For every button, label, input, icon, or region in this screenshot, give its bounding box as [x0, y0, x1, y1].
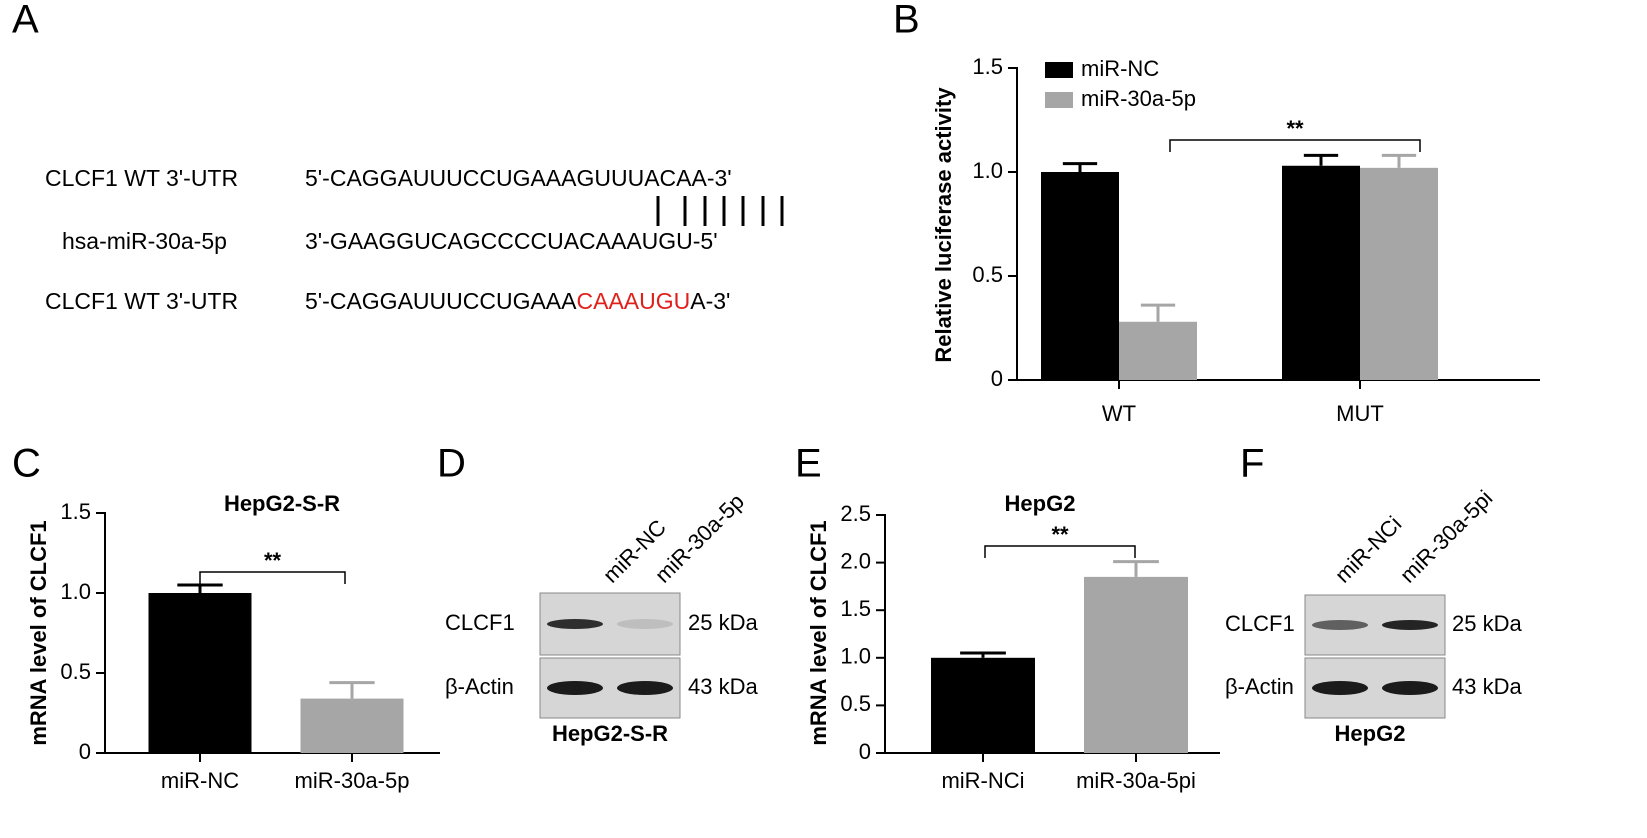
- blot-band: [1312, 620, 1368, 630]
- base-pairing: [656, 196, 784, 226]
- sequence-part: A-3': [690, 288, 730, 314]
- blot-caption: HepG2: [1335, 721, 1406, 746]
- legend-label: miR-30a-5p: [1081, 86, 1196, 111]
- significance-label: **: [1051, 522, 1069, 547]
- blot-band: [617, 681, 673, 695]
- panel-letter: F: [1240, 442, 1264, 486]
- y-tick-label: 0.5: [60, 659, 91, 684]
- panel-letter: A: [12, 0, 39, 42]
- y-axis-label: mRNA level of CLCF1: [806, 520, 831, 745]
- significance-bracket: [1169, 139, 1421, 152]
- seq-label: hsa-miR-30a-5p: [62, 228, 227, 254]
- lane-label: miR-30a-5pi: [1395, 485, 1497, 587]
- x-tick-label: miR-30a-5p: [295, 768, 410, 793]
- legend-swatch: [1045, 62, 1073, 78]
- sequence-part: 5'-CAGGAUUUCCUGAAA: [305, 288, 577, 314]
- blot-band: [1382, 620, 1438, 630]
- blot-band: [1312, 681, 1368, 695]
- bar: [1360, 167, 1438, 380]
- significance-bracket: [199, 571, 346, 584]
- y-tick-label: 0.5: [972, 262, 1003, 287]
- sequence: 3'-GAAGGUCAGCCCCUACAAAUGU-5': [305, 228, 718, 254]
- bar: [1282, 165, 1360, 380]
- y-tick-label: 1.5: [840, 596, 871, 621]
- protein-label: β-Actin: [1225, 674, 1294, 699]
- significance-label: **: [264, 548, 282, 573]
- y-tick-label: 0: [859, 739, 871, 764]
- y-axis-label: Relative luciferase activity: [931, 87, 956, 363]
- size-label: 25 kDa: [688, 610, 758, 635]
- sequence: 5'-CAGGAUUUCCUGAAACAAAUGUA-3': [305, 288, 730, 314]
- legend-swatch: [1045, 92, 1073, 108]
- y-tick-label: 1.0: [60, 579, 91, 604]
- x-tick-label: miR-30a-5pi: [1076, 768, 1196, 793]
- blot-band: [617, 619, 673, 629]
- sequence: 5'-CAGGAUUUCCUGAAAGUUUACAA-3': [305, 165, 732, 191]
- legend-label: miR-NC: [1081, 56, 1159, 81]
- y-tick-label: 2.5: [840, 501, 871, 526]
- mutated-site: CAAAUGU: [577, 288, 691, 314]
- chart-title: HepG2: [1005, 491, 1076, 516]
- chart-title: HepG2-S-R: [224, 491, 340, 516]
- y-tick-label: 0: [79, 739, 91, 764]
- y-tick-label: 1.5: [60, 499, 91, 524]
- seq-label: CLCF1 WT 3'-UTR: [45, 165, 238, 191]
- y-tick-label: 0: [991, 366, 1003, 391]
- y-tick-label: 1.5: [972, 54, 1003, 79]
- protein-label: β-Actin: [445, 674, 514, 699]
- panel-letter: D: [437, 442, 466, 486]
- bar: [300, 698, 404, 753]
- seq-label: CLCF1 WT 3'-UTR: [45, 288, 238, 314]
- protein-label: CLCF1: [1225, 611, 1295, 636]
- x-tick-label: MUT: [1336, 401, 1384, 426]
- x-tick-label: miR-NC: [161, 768, 239, 793]
- bar: [1119, 321, 1197, 380]
- significance-bracket: [984, 545, 1136, 558]
- bar: [1041, 172, 1119, 380]
- y-tick-label: 1.0: [972, 158, 1003, 183]
- size-label: 43 kDa: [688, 674, 758, 699]
- significance-label: **: [1286, 116, 1304, 141]
- y-tick-label: 1.0: [840, 644, 871, 669]
- x-tick-label: miR-NCi: [941, 768, 1024, 793]
- lane-label: miR-NCi: [1330, 511, 1406, 587]
- blot-band: [547, 681, 603, 695]
- x-tick-label: WT: [1102, 401, 1136, 426]
- blot-band: [1382, 681, 1438, 695]
- blot-band: [547, 619, 603, 629]
- bar: [148, 593, 252, 753]
- size-label: 25 kDa: [1452, 611, 1522, 636]
- size-label: 43 kDa: [1452, 674, 1522, 699]
- y-tick-label: 2.0: [840, 548, 871, 573]
- y-tick-label: 0.5: [840, 691, 871, 716]
- protein-label: CLCF1: [445, 610, 515, 635]
- panel-letter: C: [12, 442, 41, 486]
- blot-caption: HepG2-S-R: [552, 721, 668, 746]
- y-axis-label: mRNA level of CLCF1: [26, 520, 51, 745]
- panel-letter: B: [893, 0, 920, 42]
- panel-letter: E: [795, 442, 822, 486]
- bar: [931, 657, 1035, 753]
- bar: [1084, 576, 1188, 753]
